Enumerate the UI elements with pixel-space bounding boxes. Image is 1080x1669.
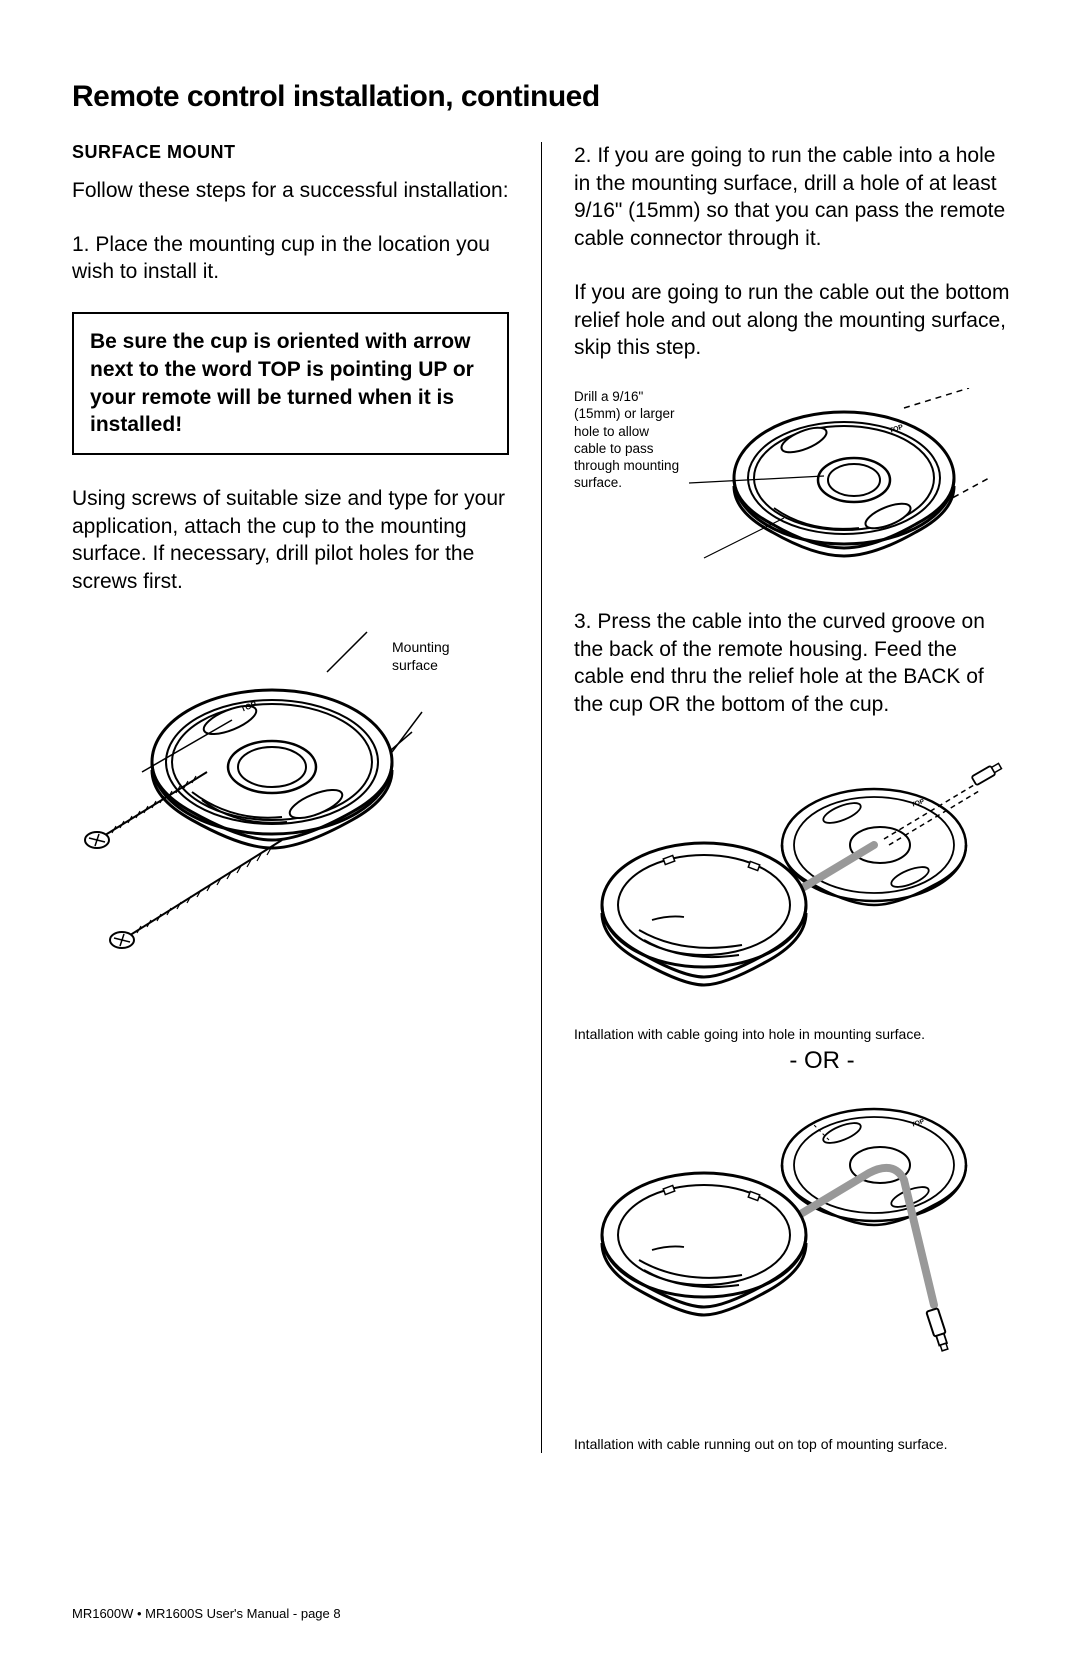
right-column: 2. If you are going to run the cable int…	[541, 142, 1010, 1453]
page-footer: MR1600W • MR1600S User's Manual - page 8	[72, 1606, 341, 1621]
or-divider: - OR -	[574, 1047, 1010, 1075]
orientation-warning-box: Be sure the cup is oriented with arrow n…	[72, 312, 509, 455]
page-title: Remote control installation, continued	[72, 80, 1010, 114]
left-column: SURFACE MOUNT Follow these steps for a s…	[72, 142, 541, 1453]
figure-mounting-cup-screws: TOP	[72, 622, 509, 982]
figure-3-caption: Intallation with cable going into hole i…	[574, 1025, 1010, 1043]
figure-4-caption: Intallation with cable running out on to…	[574, 1435, 1010, 1453]
step-1-text: 1. Place the mounting cup in the locatio…	[72, 231, 509, 286]
step-1b-text: Using screws of suitable size and type f…	[72, 485, 509, 596]
intro-text: Follow these steps for a successful inst…	[72, 177, 509, 205]
step-2b-text: If you are going to run the cable out th…	[574, 279, 1010, 362]
figure-cable-through-hole: TOP	[574, 745, 1010, 995]
figure-cable-along-surface: TOP	[574, 1085, 1010, 1405]
figure-2-label: Drill a 9/16" (15mm) or larger hole to a…	[574, 388, 684, 492]
figure-1-label: Mounting surface	[392, 638, 472, 674]
step-3-text: 3. Press the cable into the curved groov…	[574, 608, 1010, 719]
two-column-layout: SURFACE MOUNT Follow these steps for a s…	[72, 142, 1010, 1453]
step-2-text: 2. If you are going to run the cable int…	[574, 142, 1010, 253]
figure-drill-hole: Drill a 9/16" (15mm) or larger hole to a…	[574, 388, 1010, 578]
surface-mount-heading: SURFACE MOUNT	[72, 142, 509, 163]
